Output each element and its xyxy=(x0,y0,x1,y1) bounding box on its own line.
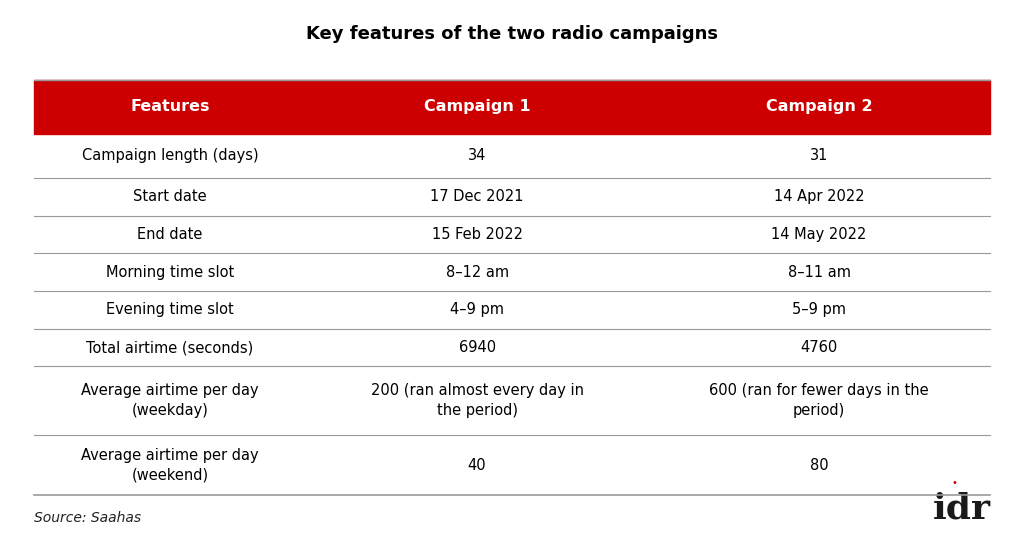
Text: idr: idr xyxy=(933,491,991,525)
Text: 8–12 am: 8–12 am xyxy=(445,265,509,280)
Text: Start date: Start date xyxy=(133,189,207,205)
Text: 14 May 2022: 14 May 2022 xyxy=(771,227,866,242)
Text: 4–9 pm: 4–9 pm xyxy=(451,302,504,317)
Text: 600 (ran for fewer days in the
period): 600 (ran for fewer days in the period) xyxy=(710,383,929,418)
Text: Evening time slot: Evening time slot xyxy=(106,302,233,317)
Text: Total airtime (seconds): Total airtime (seconds) xyxy=(86,340,254,355)
Text: 17 Dec 2021: 17 Dec 2021 xyxy=(430,189,524,205)
Text: 34: 34 xyxy=(468,148,486,163)
Bar xyxy=(34,329,990,366)
Bar xyxy=(34,134,990,178)
Bar xyxy=(34,80,990,134)
Text: 31: 31 xyxy=(810,148,828,163)
Text: 200 (ran almost every day in
the period): 200 (ran almost every day in the period) xyxy=(371,383,584,418)
Text: 15 Feb 2022: 15 Feb 2022 xyxy=(431,227,522,242)
Text: Campaign length (days): Campaign length (days) xyxy=(82,148,258,163)
Text: Campaign 1: Campaign 1 xyxy=(424,99,530,114)
Bar xyxy=(34,291,990,329)
Text: End date: End date xyxy=(137,227,203,242)
Text: Features: Features xyxy=(130,99,210,114)
Text: Average airtime per day
(weekend): Average airtime per day (weekend) xyxy=(81,448,259,482)
Text: 4760: 4760 xyxy=(801,340,838,355)
Text: Morning time slot: Morning time slot xyxy=(105,265,234,280)
Text: 14 Apr 2022: 14 Apr 2022 xyxy=(774,189,864,205)
Text: 8–11 am: 8–11 am xyxy=(787,265,851,280)
Text: Key features of the two radio campaigns: Key features of the two radio campaigns xyxy=(306,25,718,43)
Text: 5–9 pm: 5–9 pm xyxy=(792,302,846,317)
Text: 80: 80 xyxy=(810,458,828,472)
Text: Average airtime per day
(weekday): Average airtime per day (weekday) xyxy=(81,383,259,418)
Bar xyxy=(34,178,990,216)
Text: 40: 40 xyxy=(468,458,486,472)
Text: Campaign 2: Campaign 2 xyxy=(766,99,872,114)
Bar xyxy=(34,254,990,291)
Text: 6940: 6940 xyxy=(459,340,496,355)
Bar xyxy=(34,216,990,254)
Text: Source: Saahas: Source: Saahas xyxy=(34,512,141,525)
Text: •: • xyxy=(951,478,957,488)
